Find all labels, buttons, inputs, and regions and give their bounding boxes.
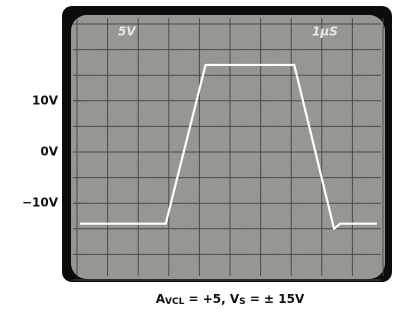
volts-per-div: 5V — [118, 25, 137, 39]
y-tick-label: 10V — [32, 93, 59, 107]
screen-noise — [71, 15, 385, 279]
y-tick-label: 0V — [40, 145, 58, 159]
y-tick-label: −10V — [22, 196, 59, 210]
time-per-div: 1µS — [312, 25, 338, 39]
caption-part: = +5, V — [184, 292, 240, 306]
caption-sub: VCL — [165, 297, 185, 307]
chart: 5V 1µS AVCL = +5, VS = ± 15V 10V 0V −10V — [0, 0, 394, 314]
caption-part: = ± 15V — [246, 292, 305, 306]
caption: AVCL = +5, VS = ± 15V — [156, 292, 305, 307]
